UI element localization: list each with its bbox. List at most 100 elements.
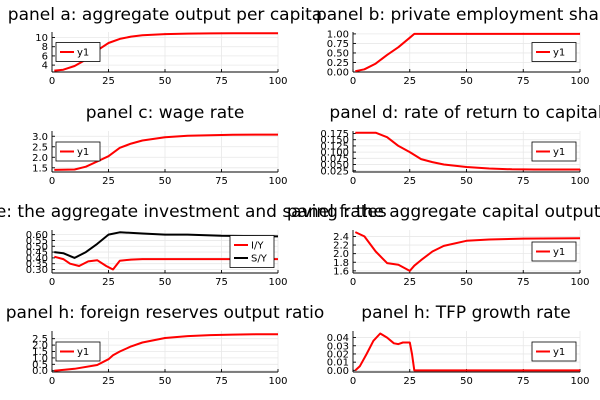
x-tick-label: 50	[460, 176, 473, 187]
legend-box	[55, 141, 101, 162]
x-tick-label: 75	[215, 277, 228, 288]
y-tick-label: 2.0	[333, 249, 349, 260]
y-tick-label: 0.01	[327, 358, 349, 369]
x-tick-label: 50	[159, 376, 172, 387]
legend-label: y1	[553, 247, 565, 258]
x-tick-label: 100	[268, 76, 287, 87]
y-tick-label: 6	[42, 51, 48, 62]
y-tick-label: 1.6	[333, 266, 349, 277]
legend-box	[55, 341, 101, 362]
y-tick-label: 4	[42, 61, 48, 72]
x-tick-label: 100	[268, 277, 287, 288]
legend-label: y1	[553, 147, 565, 158]
y-tick-label: 0.30	[26, 265, 48, 276]
x-tick-label: 0	[350, 376, 356, 387]
y-tick-label: 0.00	[327, 68, 349, 79]
y-tick-label: 0.100	[320, 148, 349, 159]
legend-box	[531, 141, 577, 162]
x-tick-label: 50	[159, 76, 172, 87]
y-tick-label: 0.150	[320, 135, 349, 146]
y-tick-label: 0.40	[26, 253, 48, 264]
panel-g: panel h: foreign reserves output ratio 0 2…	[6, 303, 324, 387]
series-line-y1	[54, 333, 279, 372]
y-tick-label: 0.50	[26, 242, 48, 253]
panel-title: panel h: foreign reserves output ratio	[6, 303, 324, 323]
y-tick-label: 2.2	[333, 241, 349, 252]
y-tick-label: 0.0	[32, 366, 48, 377]
legend: y1	[531, 241, 577, 262]
panel-title: panel b: private employment share	[316, 5, 600, 25]
x-tick-label: 75	[215, 76, 228, 87]
legend: y1	[531, 141, 577, 162]
y-tick-label: 0.03	[327, 341, 349, 352]
x-tick-label: 0	[49, 76, 55, 87]
x-tick-label: 25	[102, 176, 115, 187]
legend: y1	[55, 42, 101, 62]
legend: y1	[531, 341, 577, 362]
x-tick-label: 100	[570, 376, 589, 387]
x-tick-label: 50	[159, 277, 172, 288]
y-tick-label: 10	[35, 33, 48, 44]
panel-d: panel d: rate of return to capital 0 25 50 7…	[320, 103, 600, 187]
y-tick-label: 0.5	[32, 360, 48, 371]
legend-box	[531, 42, 577, 62]
y-tick-label: 8	[42, 42, 48, 53]
x-tick-label: 25	[102, 277, 115, 288]
legend-label: y1	[553, 347, 565, 358]
y-tick-label: 0.35	[26, 259, 48, 270]
x-tick-label: 75	[215, 376, 228, 387]
legend-box	[55, 42, 101, 62]
y-tick-label: 1.5	[32, 163, 48, 174]
legend-box	[229, 235, 275, 268]
y-tick-label: 0.02	[327, 349, 349, 360]
x-tick-label: 25	[403, 277, 416, 288]
x-tick-label: 100	[570, 76, 589, 87]
y-tick-label: 0.60	[26, 230, 48, 241]
x-tick-label: 50	[460, 376, 473, 387]
panel-title: panel e: the aggregate investment and sa…	[0, 202, 387, 222]
panel-title: panel f: the aggregate capital output ra…	[287, 202, 600, 222]
y-tick-label: 2.4	[333, 232, 349, 243]
series-line-y1	[355, 32, 580, 73]
legend: y1	[55, 141, 101, 162]
x-tick-label: 25	[102, 376, 115, 387]
series-line-y1	[354, 332, 580, 372]
x-tick-label: 100	[570, 277, 589, 288]
panel-title: panel d: rate of return to capital	[329, 103, 600, 123]
x-tick-label: 25	[102, 76, 115, 87]
x-tick-label: 25	[403, 376, 416, 387]
legend-label: y1	[553, 48, 565, 59]
x-tick-label: 75	[215, 176, 228, 187]
x-tick-label: 50	[460, 76, 473, 87]
y-tick-label: 0.025	[320, 166, 349, 177]
series-line-y1	[355, 131, 580, 171]
legend-label: S/Y	[251, 254, 268, 265]
series-line-y1	[54, 133, 278, 171]
legend: y1	[55, 341, 101, 362]
x-tick-label: 100	[268, 376, 287, 387]
series-line-sy	[54, 231, 279, 259]
y-tick-label: 0.00	[327, 366, 349, 377]
x-tick-label: 0	[49, 277, 55, 288]
y-tick-label: 2.0	[32, 153, 48, 164]
x-tick-label: 75	[517, 376, 530, 387]
x-tick-label: 75	[517, 176, 530, 187]
x-tick-label: 100	[268, 176, 287, 187]
x-tick-label: 0	[350, 277, 356, 288]
x-tick-label: 75	[517, 76, 530, 87]
x-tick-label: 75	[517, 277, 530, 288]
series-line-y1	[54, 32, 278, 72]
y-tick-label: 1.0	[32, 353, 48, 364]
y-tick-label: 1.00	[327, 29, 349, 40]
legend-box	[531, 241, 577, 262]
panel-title: panel a: aggregate output per capita	[8, 5, 322, 25]
x-tick-label: 50	[159, 176, 172, 187]
y-tick-label: 0.50	[327, 48, 349, 59]
y-tick-label: 3.0	[32, 132, 48, 143]
y-tick-label: 0.050	[320, 160, 349, 171]
y-tick-label: 0.175	[320, 129, 349, 140]
legend-label: y1	[77, 147, 89, 158]
x-tick-label: 50	[460, 277, 473, 288]
